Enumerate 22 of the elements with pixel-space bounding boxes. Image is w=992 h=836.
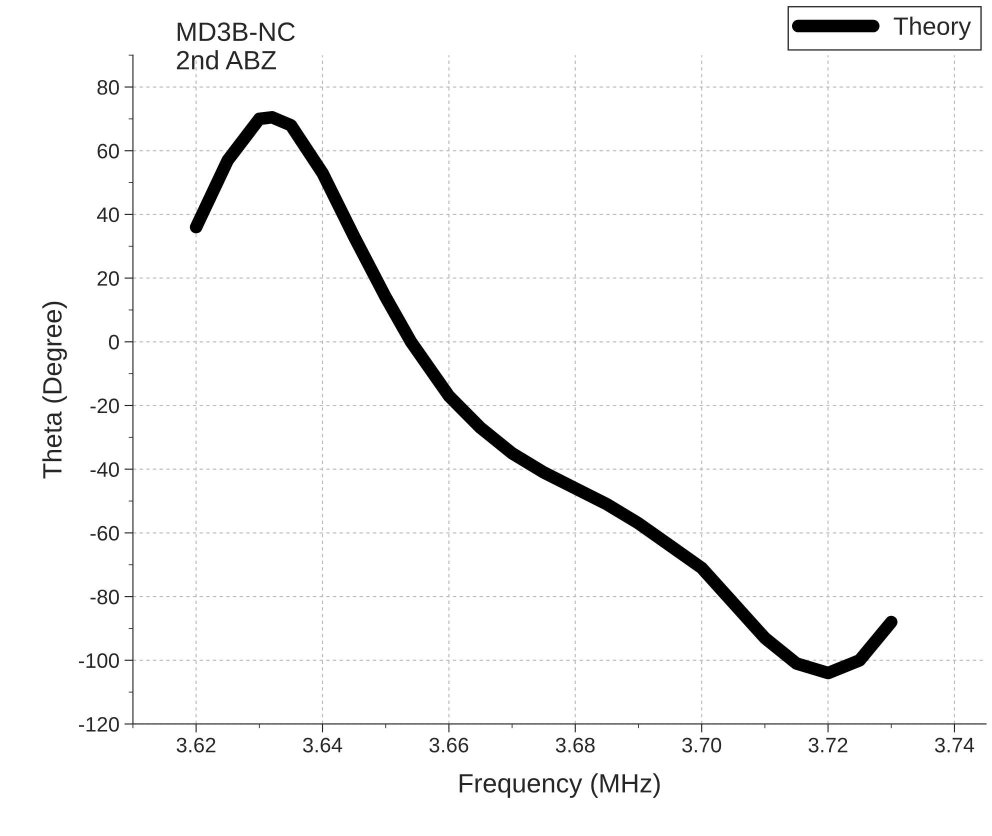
- y-tick-label: 20: [98, 271, 119, 286]
- chart-title: MD3B-NC 2nd ABZ: [176, 22, 295, 70]
- x-tick-label: 3.72: [808, 738, 848, 752]
- y-tick-label: -40: [90, 462, 119, 477]
- y-tick-label: 80: [97, 80, 119, 95]
- x-tick-label: 3.64: [303, 738, 342, 752]
- x-tick-label: 3.70: [682, 738, 722, 752]
- x-tick-label: 3.68: [556, 738, 595, 752]
- y-tick-label: -60: [90, 526, 119, 541]
- x-tick-label: 3.62: [176, 738, 216, 752]
- y-tick-label: 0: [108, 334, 119, 350]
- x-tick-label: 3.66: [429, 738, 468, 752]
- legend-label: Theory: [894, 16, 972, 40]
- y-axis-title: Theta (Degree): [42, 302, 67, 478]
- y-tick-label: -120: [78, 716, 119, 732]
- x-axis-title: Frequency (MHz): [460, 773, 660, 798]
- y-tick-label: 60: [98, 144, 119, 158]
- y-tick-label: -80: [90, 590, 119, 604]
- y-tick-label: 40: [97, 207, 119, 222]
- y-tick-label: -100: [78, 653, 119, 668]
- x-tick-label: 3.74: [934, 738, 974, 752]
- y-tick-label: -20: [90, 398, 119, 414]
